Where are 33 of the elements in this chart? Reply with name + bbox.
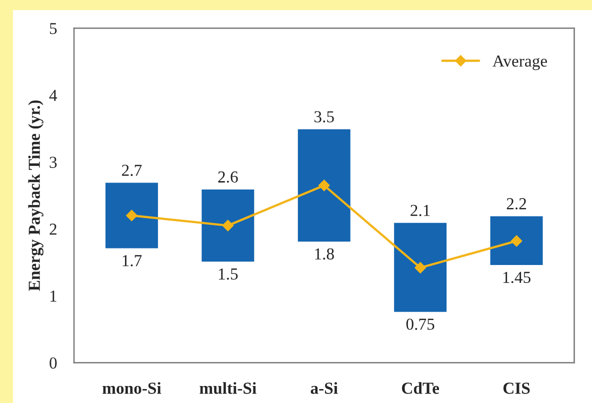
annotation: 2.2 xyxy=(506,198,526,210)
point xyxy=(126,210,138,222)
bar xyxy=(104,181,160,250)
y-tick-label: 0 xyxy=(50,357,57,369)
y-tick-label: 3 xyxy=(50,156,57,168)
y-tick-label: 5 xyxy=(50,23,57,34)
bar xyxy=(488,214,544,266)
y-tick-label: 1 xyxy=(50,290,56,302)
annotation: 2.7 xyxy=(122,164,142,176)
annotation: 3.5 xyxy=(314,111,334,122)
bar xyxy=(392,222,448,314)
point xyxy=(510,235,522,247)
annotation: 1.7 xyxy=(122,255,142,266)
annotation: 1.8 xyxy=(315,248,334,260)
x-tick-label: multi-Si xyxy=(200,382,256,394)
x-tick-label: mono-Si xyxy=(102,382,162,394)
legend-label: Average xyxy=(492,56,547,70)
y-tick-label: 2 xyxy=(50,224,56,235)
y-tick-label: 4 xyxy=(49,90,58,101)
annotation: 1.5 xyxy=(218,268,238,280)
annotation: 0.75 xyxy=(406,318,434,330)
bar xyxy=(296,128,352,243)
bar xyxy=(200,188,256,264)
y-axis-title: Energy Payback Time (yr.) xyxy=(28,100,44,291)
point xyxy=(318,180,330,192)
point xyxy=(222,220,234,232)
point xyxy=(414,262,426,274)
annotation: 1.45 xyxy=(503,272,530,284)
annotation: 2.1 xyxy=(410,204,430,216)
x-tick-label: CdTe xyxy=(402,382,440,394)
x-tick-label: CIS xyxy=(503,382,530,394)
x-tick-label: a-Si xyxy=(310,382,338,394)
annotation: 2.6 xyxy=(218,171,238,183)
